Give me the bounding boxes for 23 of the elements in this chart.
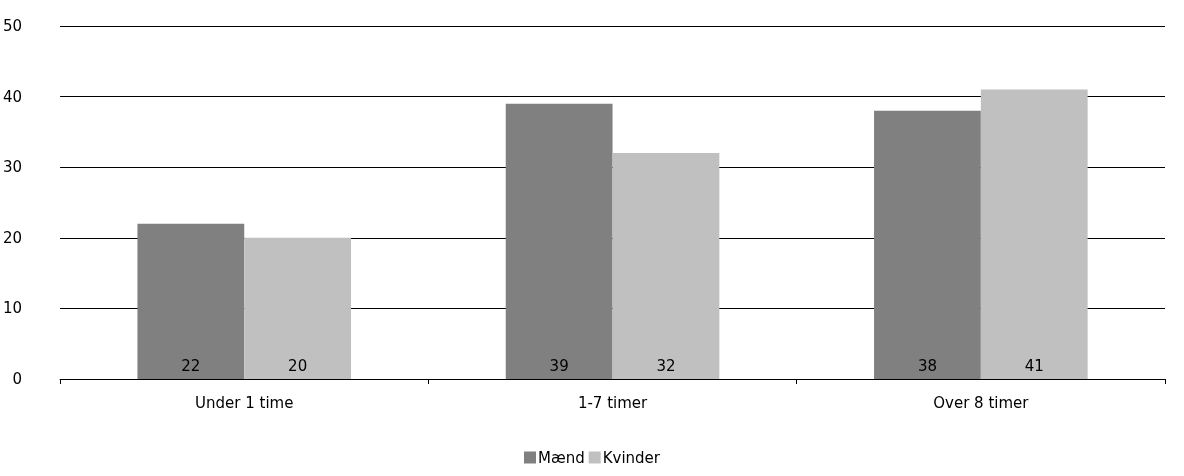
y-tick-label: 40 [2, 87, 23, 106]
x-tick-label: 1-7 timer [577, 393, 649, 412]
legend-label: Mænd [538, 448, 585, 467]
y-tick-label: 10 [2, 299, 23, 318]
bar [505, 103, 613, 379]
y-tick-label: 20 [2, 228, 23, 247]
data-label: 20 [288, 356, 308, 375]
data-label: 39 [549, 356, 569, 375]
y-tick-label: 30 [2, 158, 23, 177]
data-label: 22 [181, 356, 201, 375]
x-tick-label: Over 8 timer [933, 393, 1030, 412]
data-label: 38 [917, 356, 937, 375]
y-tick-label: 50 [2, 17, 23, 35]
bar [137, 223, 245, 379]
bar [874, 110, 981, 379]
y-tick-label: 0 [12, 370, 23, 388]
bar [244, 237, 352, 379]
x-tick-label: Under 1 time [195, 393, 294, 412]
data-label: 41 [1024, 356, 1044, 375]
bar [980, 89, 1088, 379]
bar [612, 153, 720, 379]
legend-label: Kvinder [602, 448, 661, 467]
data-label: 32 [656, 356, 676, 375]
